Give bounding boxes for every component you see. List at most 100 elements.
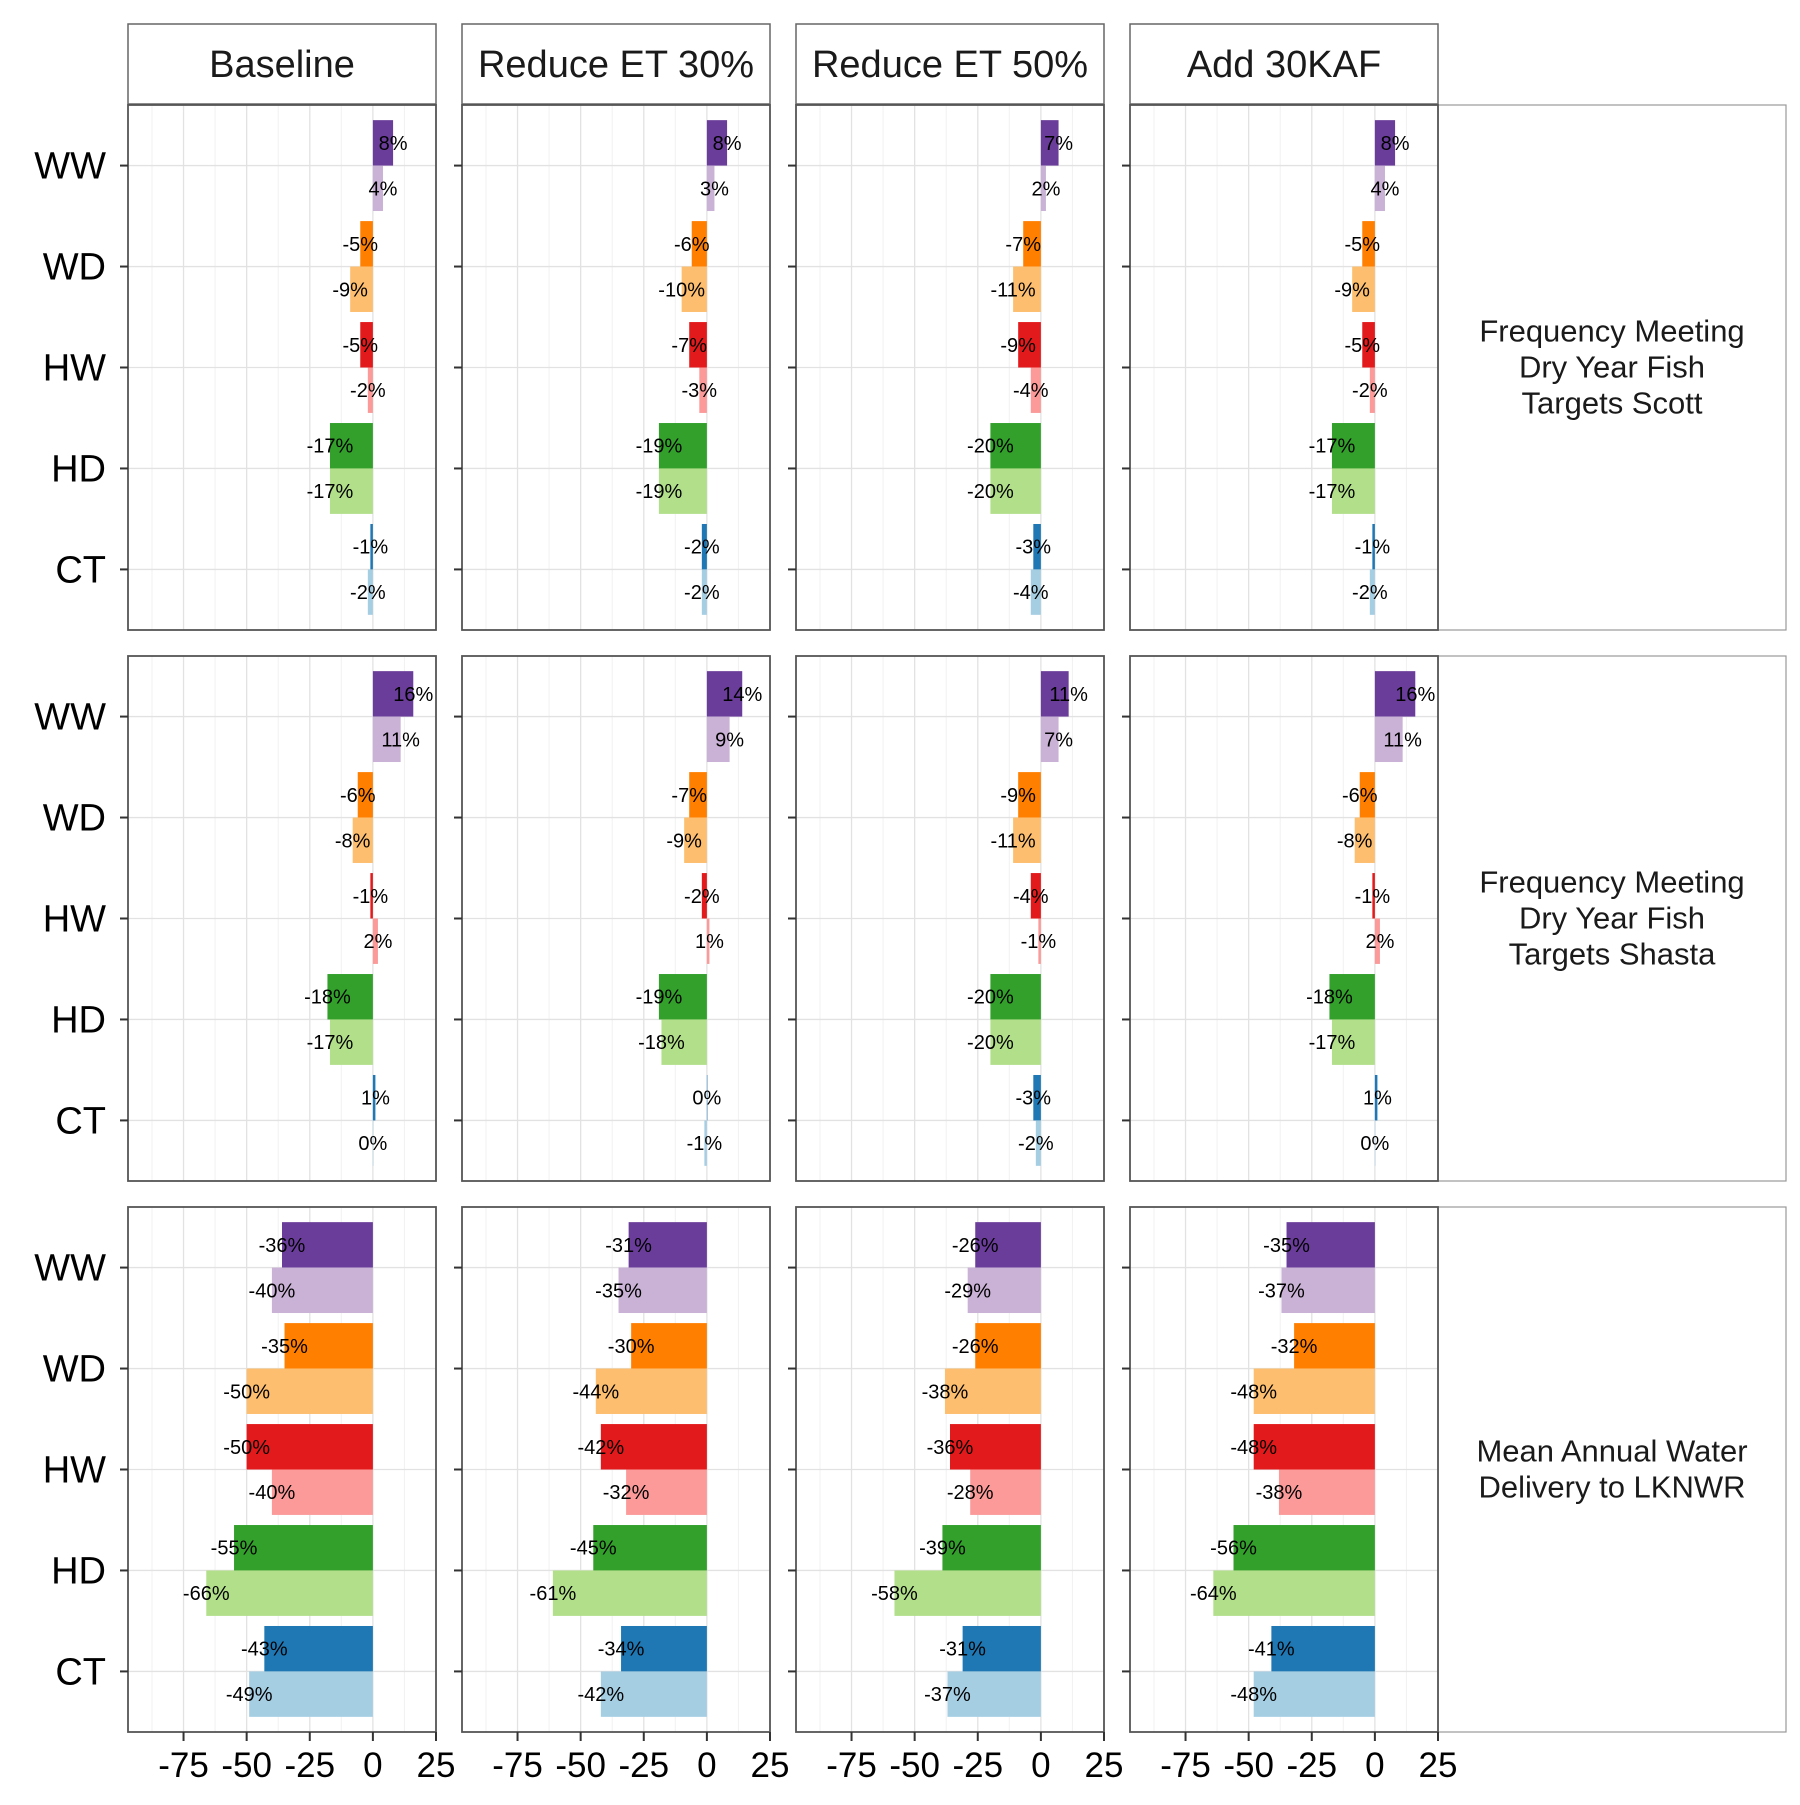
data-label: -17% <box>307 481 354 503</box>
bar-hd-dark <box>990 974 1041 1020</box>
y-tick-label: CT <box>55 1651 106 1693</box>
data-label: -18% <box>304 987 351 1009</box>
bar-hw-light <box>1374 918 1380 964</box>
data-label: -26% <box>952 1235 999 1257</box>
y-tick-label: CT <box>55 549 106 591</box>
bar-hd-light <box>329 468 373 514</box>
panel: 16% 11% -6% -8% -1% 2% -18% -17% 1% 0% <box>1122 655 1439 1182</box>
data-label: -19% <box>636 987 683 1009</box>
data-label: -28% <box>947 1482 994 1504</box>
data-label: 8% <box>713 133 742 155</box>
data-label: -55% <box>211 1538 258 1560</box>
y-tick-label: HW <box>43 1450 106 1492</box>
bar-hw-light <box>706 918 710 964</box>
bar-ct-dark <box>370 523 373 570</box>
data-label: -45% <box>570 1538 617 1560</box>
row-strip-label-line: Targets Shasta <box>1509 937 1717 972</box>
bar-hw-light <box>1038 918 1041 964</box>
data-label: -5% <box>342 234 378 256</box>
data-label: -7% <box>671 785 707 807</box>
bar-hw-light <box>271 1469 373 1515</box>
bar-hd-light <box>329 1019 373 1065</box>
data-label: -29% <box>944 1280 991 1302</box>
bar-hd-dark <box>593 1525 707 1571</box>
data-label: 11% <box>1049 684 1088 706</box>
bar-hw-light <box>970 1469 1041 1515</box>
data-label: -48% <box>1230 1381 1277 1403</box>
x-tick-label: -25 <box>1286 1746 1337 1785</box>
bar-hd-dark <box>658 423 707 469</box>
bar-wd-light <box>1013 817 1041 863</box>
data-label: -8% <box>335 830 371 852</box>
data-label: 7% <box>1044 729 1073 751</box>
bar-hd-dark <box>1329 974 1375 1020</box>
bar-ww-dark <box>975 1222 1041 1268</box>
bar-ww-dark <box>1040 671 1069 717</box>
column-strip-box <box>795 23 1105 105</box>
bar-ww-light <box>967 1267 1041 1314</box>
data-label: -2% <box>1352 380 1388 402</box>
row-strip-label-line: Frequency Meeting <box>1479 865 1744 900</box>
bar-hd-light <box>552 1570 707 1616</box>
column-strip: Add 30KAF <box>1129 23 1439 105</box>
panel: 8% 4% -5% -9% -5% -2% -17% -17% -1% -2% <box>1122 104 1439 631</box>
data-label: -3% <box>1016 1088 1052 1110</box>
data-label: -41% <box>1248 1639 1295 1661</box>
data-label: 7% <box>1044 133 1073 155</box>
bar-ct-light <box>1374 1120 1376 1166</box>
data-label: 16% <box>393 684 433 706</box>
bar-hw-light <box>372 918 378 964</box>
data-label: -6% <box>340 785 376 807</box>
bar-ct-light <box>367 569 373 615</box>
bar-ww-dark <box>706 671 743 717</box>
bar-ct-dark <box>372 1074 376 1121</box>
bar-hw-dark <box>1018 322 1041 368</box>
bar-hd-light <box>206 1570 373 1616</box>
column-strip-box <box>127 23 437 105</box>
y-tick-label: WD <box>43 1349 106 1391</box>
panel: 7% 2% -7% -11% -9% -4% -20% -20% -3% -4% <box>788 104 1105 631</box>
column-strip-label: Reduce ET 30% <box>478 44 754 86</box>
bar-wd-light <box>1354 817 1375 863</box>
data-label: -7% <box>671 335 707 357</box>
bar-ct-dark <box>701 523 707 570</box>
y-tick-label: WD <box>43 798 106 840</box>
row-strip-label: Frequency Meeting Dry Year Fish Targets Sc… <box>1479 314 1744 421</box>
x-tick-label: 25 <box>1419 1746 1458 1785</box>
column-strip-box <box>1129 23 1439 105</box>
data-label: -35% <box>1263 1235 1310 1257</box>
bar-hw-dark <box>701 873 707 919</box>
data-label: -9% <box>1000 335 1036 357</box>
bar-hw-dark <box>1253 1424 1375 1470</box>
data-label: 14% <box>722 684 762 706</box>
data-label: -5% <box>1344 335 1380 357</box>
y-tick-label: HW <box>43 348 106 390</box>
data-label: -37% <box>1258 1280 1305 1302</box>
bar-ct-light <box>701 569 707 615</box>
bar-hd-dark <box>1331 423 1375 469</box>
bar-hd-dark <box>327 974 373 1020</box>
row-strip-label-line: Delivery to LKNWR <box>1479 1470 1746 1505</box>
row-strip-label-line: Frequency Meeting <box>1479 314 1744 349</box>
bar-wd-light <box>246 1368 373 1414</box>
data-label: 9% <box>715 729 744 751</box>
bar-ww-dark <box>628 1222 707 1268</box>
bar-ww-dark <box>1040 120 1059 166</box>
bar-hd-light <box>1331 468 1375 514</box>
data-label: 4% <box>1371 178 1400 200</box>
data-label: -26% <box>952 1336 999 1358</box>
bar-hw-dark <box>689 322 707 368</box>
data-label: -18% <box>638 1032 685 1054</box>
data-label: -58% <box>871 1583 918 1605</box>
bar-hw-light <box>1030 367 1041 413</box>
data-label: -39% <box>919 1538 966 1560</box>
column-strip-label: Add 30KAF <box>1187 44 1381 86</box>
bar-ww-light <box>1281 1267 1375 1314</box>
bar-ct-dark <box>621 1625 707 1672</box>
data-label: -38% <box>1256 1482 1303 1504</box>
y-tick-label: WW <box>34 697 106 739</box>
bar-hw-dark <box>600 1424 707 1470</box>
column-strip: Baseline <box>127 23 437 105</box>
data-label: 1% <box>695 931 724 953</box>
